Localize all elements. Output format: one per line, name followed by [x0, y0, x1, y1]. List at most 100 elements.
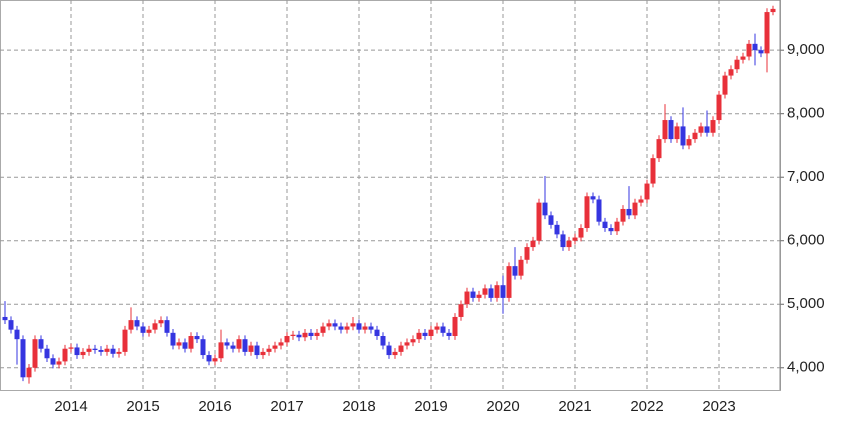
candle-body [764, 12, 770, 54]
candle-body [602, 221, 608, 229]
candle-body [110, 348, 116, 354]
y-tick-label: 9,000 [787, 41, 825, 58]
candle-body [746, 43, 752, 57]
candle-body [230, 345, 236, 349]
candle-body [224, 342, 230, 346]
candle-body [188, 336, 194, 349]
candle-body [770, 8, 776, 13]
candle-body [452, 316, 458, 337]
candle-body [362, 326, 368, 330]
candle-body [2, 316, 8, 321]
candle-body [542, 202, 548, 216]
candle-body [296, 334, 302, 338]
candle-body [680, 126, 686, 146]
candle-body [248, 345, 254, 352]
candle-body [344, 326, 350, 330]
candle-body [626, 208, 632, 216]
candle-body [494, 285, 500, 298]
candle-body [608, 228, 614, 232]
candle-body [710, 120, 716, 133]
candle-body [320, 326, 326, 333]
x-tick-label: 2014 [54, 398, 87, 415]
candle-body [314, 332, 320, 337]
candle-body [596, 199, 602, 222]
candle-body [656, 139, 662, 159]
x-tick-label: 2021 [558, 398, 591, 415]
candle-body [716, 94, 722, 121]
x-tick-label: 2022 [630, 398, 663, 415]
candle-body [758, 50, 764, 54]
candle-body [14, 329, 20, 340]
candle-body [44, 348, 50, 359]
candle-body [692, 132, 698, 140]
candle-body [470, 291, 476, 298]
candle-body [176, 342, 182, 346]
candle-body [488, 288, 494, 298]
candle-body [278, 342, 284, 346]
x-tick-label: 2020 [486, 398, 519, 415]
candle-body [536, 202, 542, 241]
candle-body [284, 336, 290, 343]
candle-body [170, 332, 176, 346]
candle-body [458, 304, 464, 317]
candle-body [164, 320, 170, 333]
x-tick-label: 2017 [270, 398, 303, 415]
candle-body [152, 323, 158, 330]
candle-body [68, 347, 74, 349]
candle-body [146, 329, 152, 333]
candle-body [644, 183, 650, 200]
candle-body [128, 320, 134, 330]
y-tick-label: 4,000 [787, 359, 825, 376]
candle-body [638, 199, 644, 203]
candle-body [464, 291, 470, 305]
candle-body [74, 347, 80, 356]
candle-body [182, 342, 188, 349]
candle-body [398, 345, 404, 352]
y-tick-label: 6,000 [787, 232, 825, 249]
x-tick-label: 2019 [414, 398, 447, 415]
candle-body [554, 224, 560, 235]
candle-body [140, 326, 146, 333]
candle-body [338, 326, 344, 330]
candle-body [272, 345, 278, 349]
plot-area [0, 0, 781, 391]
candle-body [350, 323, 356, 327]
candle-body [32, 339, 38, 368]
candle-body [416, 332, 422, 340]
candle-body [302, 332, 308, 338]
candle-body [98, 349, 104, 352]
candle-body [428, 329, 434, 337]
candle-body [92, 348, 98, 350]
candle-body [260, 351, 266, 356]
candle-body [218, 342, 224, 359]
candle-body [752, 43, 758, 51]
candle-body [740, 56, 746, 60]
candle-body [566, 240, 572, 248]
candle-body [380, 336, 386, 346]
candle-body [620, 208, 626, 222]
candle-body [374, 329, 380, 337]
candle-body [668, 120, 674, 140]
candle-body [356, 323, 362, 330]
candle-body [434, 326, 440, 330]
candle-body [614, 221, 620, 232]
candle-body [62, 348, 68, 362]
x-tick-label: 2023 [702, 398, 735, 415]
candle-body [212, 358, 218, 362]
candle-body [194, 336, 200, 340]
candle-body [728, 69, 734, 76]
candle-body [290, 334, 296, 337]
candle-body [548, 215, 554, 225]
candle-body [662, 120, 668, 140]
candle-body [20, 339, 26, 378]
candle-body [722, 75, 728, 95]
candle-body [560, 234, 566, 248]
candle-body [116, 351, 122, 354]
x-tick-label: 2018 [342, 398, 375, 415]
candle-body [422, 332, 428, 337]
candle-body [266, 348, 272, 352]
candle-body [134, 320, 140, 327]
y-tick-label: 5,000 [787, 295, 825, 312]
candle-body [512, 266, 518, 276]
